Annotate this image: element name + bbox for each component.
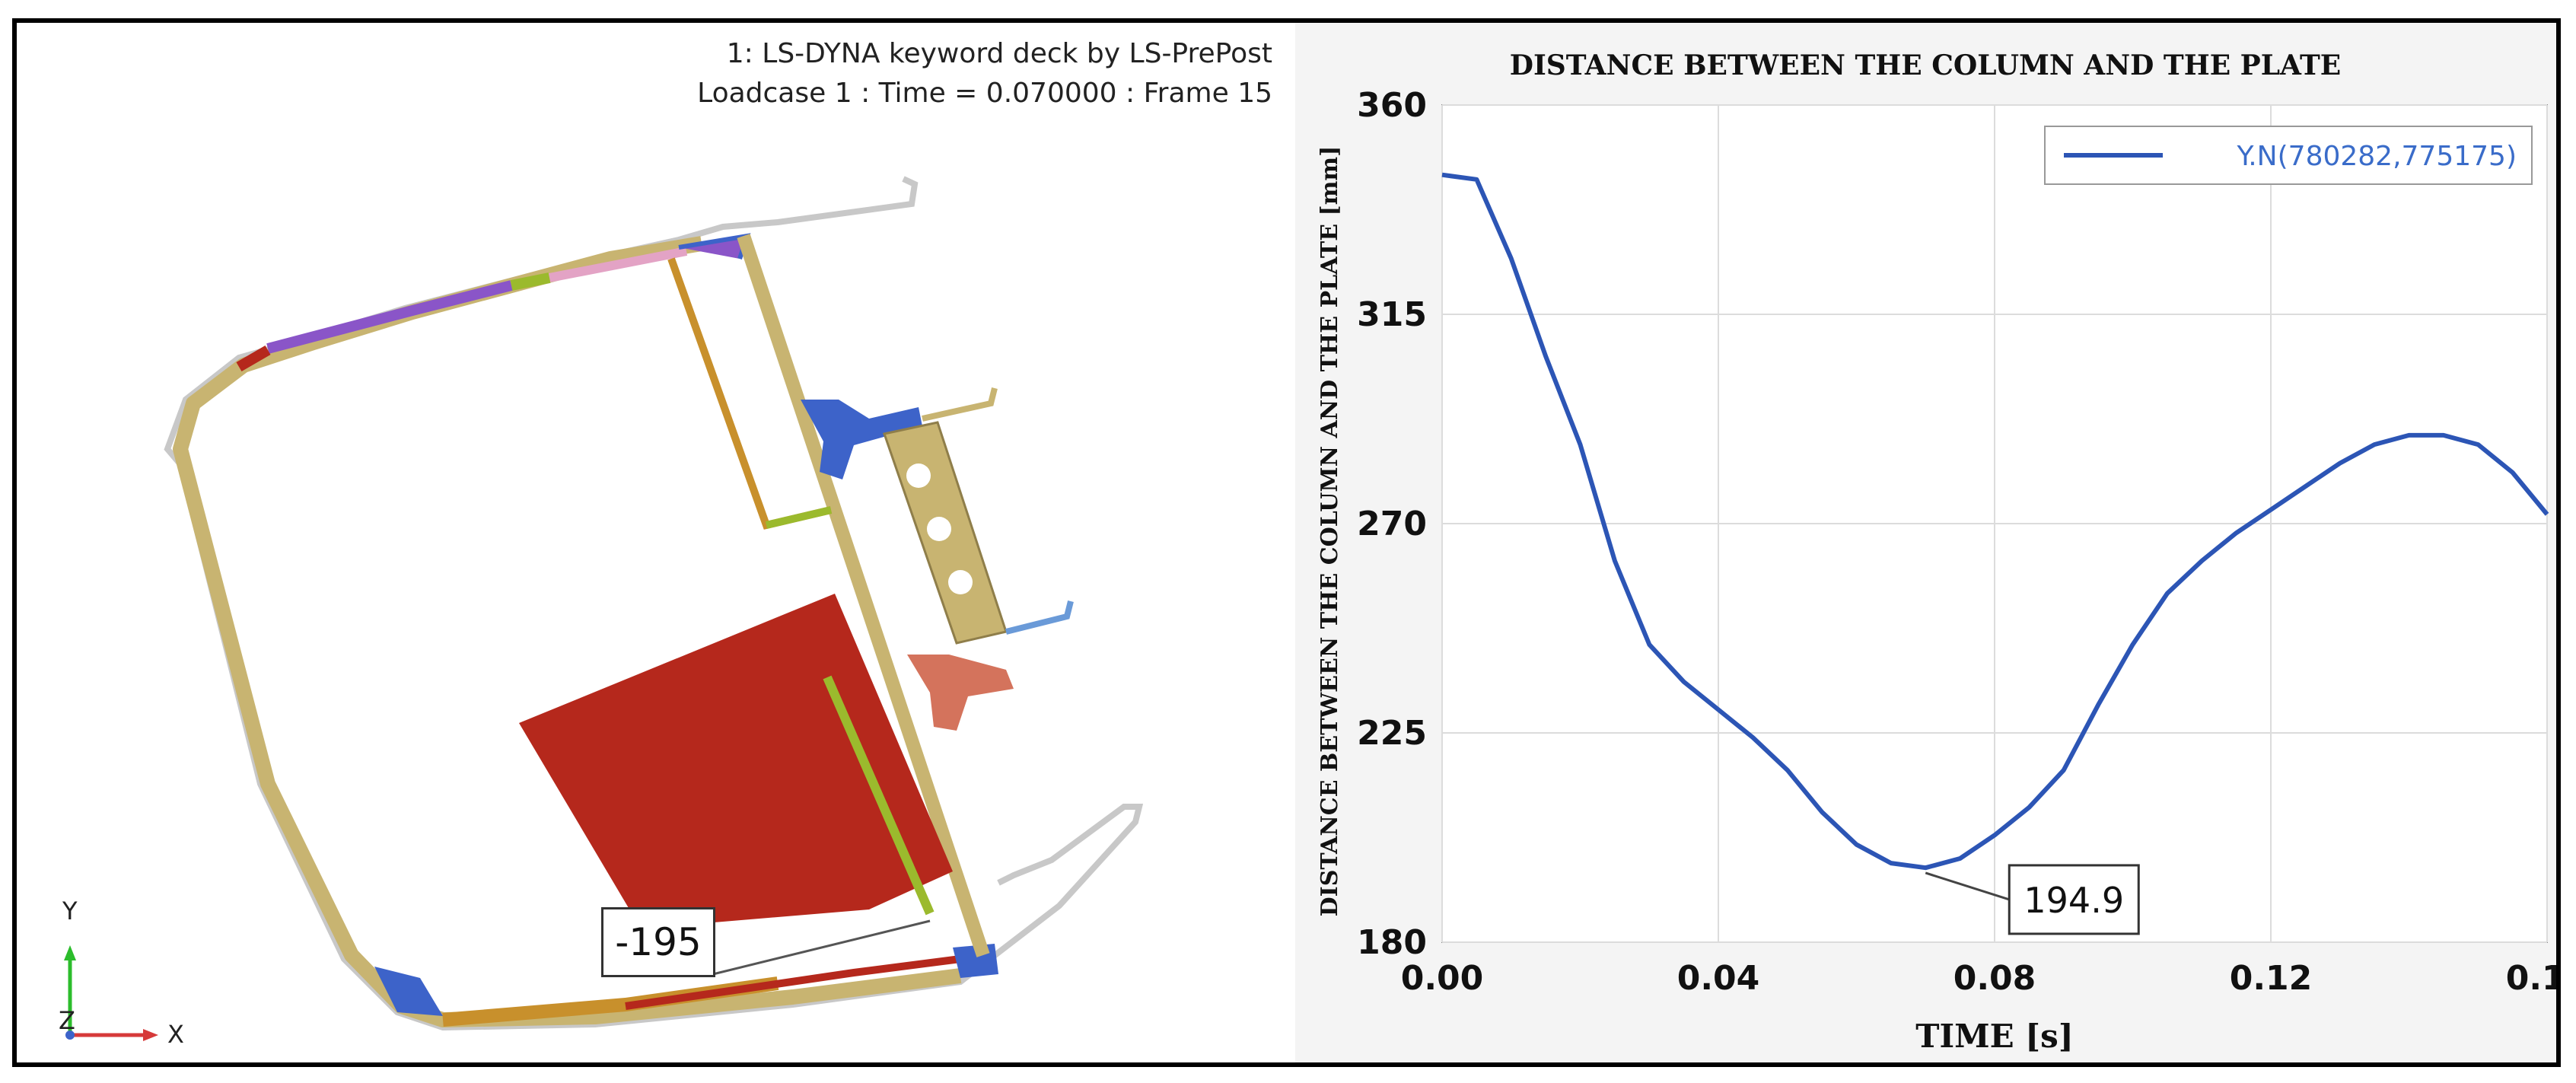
series-line (1441, 172, 2549, 871)
triad-y-label: Y (62, 897, 78, 925)
green-rod (823, 675, 935, 916)
axis-triad (64, 945, 158, 1041)
vertical-column (737, 234, 990, 957)
x-tick-label: 0.16 (2506, 959, 2556, 998)
beam-purple-segment (266, 280, 513, 354)
x-tick-label: 0.08 (1953, 959, 2036, 998)
loadcase-info: Loadcase 1 : Time = 0.070000 : Frame 15 (697, 78, 1272, 109)
deck-title: 1: LS-DYNA keyword deck by LS-PrePost (726, 38, 1272, 69)
side-bracket-upper (922, 387, 998, 422)
x-tick-label: 0.12 (2230, 959, 2313, 998)
lower-salmon-bracket (907, 655, 1014, 731)
legend-label: Y.N(780282,775175) (2237, 141, 2517, 172)
beam-pink-segment (548, 247, 688, 282)
tick-labels: 0.00 0.04 0.08 0.12 0.16 180 225 270 315 360 (1357, 86, 2556, 998)
chart-panel: DISTANCE BETWEEN THE COLUMN AND THE PLAT… (1295, 23, 2556, 1062)
legend: Y.N(780282,775175) (2044, 126, 2533, 185)
min-distance-callout: -195 (601, 907, 715, 977)
upper-blue-bracket (801, 400, 922, 479)
line-chart: DISTANCE BETWEEN THE COLUMN AND THE PLAT… (1317, 49, 2556, 1055)
green-bracket-foot (765, 506, 833, 529)
x-axis-label: TIME [s] (1915, 1018, 2073, 1055)
beam-green-segment (510, 272, 551, 291)
annotation-label: 194.9 (2024, 880, 2124, 921)
y-tick-label: 225 (1357, 714, 1427, 753)
y-tick-label: 315 (1357, 295, 1427, 334)
beam-red-segment (236, 345, 271, 372)
figure-frame: 1: LS-DYNA keyword deck by LS-PrePost Lo… (12, 18, 2561, 1067)
y-axis-label: DISTANCE BETWEEN THE COLUMN AND THE PLAT… (1317, 146, 1343, 917)
grid (1441, 104, 2548, 943)
annotation-leader (1925, 871, 2010, 901)
y-tick-label: 180 (1357, 923, 1427, 962)
y-tick-label: 360 (1357, 86, 1427, 125)
callout-leader (712, 919, 931, 976)
x-tick-label: 0.04 (1677, 959, 1760, 998)
model-drawing: Y Z X (59, 176, 1144, 1049)
chart-title: DISTANCE BETWEEN THE COLUMN AND THE PLAT… (1510, 49, 2342, 81)
annotation-layer: 194.9 (1925, 864, 2140, 935)
annotation-box (2008, 864, 2140, 935)
x-tick-label: 0.00 (1401, 959, 1484, 998)
orange-bracket (667, 257, 833, 530)
red-plate (519, 594, 953, 929)
bottom-blue-corner (374, 967, 443, 1016)
plate-hole (927, 517, 951, 541)
plate-hole (948, 570, 973, 594)
plate-hole (906, 463, 931, 488)
y-tick-label: 270 (1357, 505, 1427, 543)
series-layer (1441, 172, 2549, 871)
bottom-red-beam (625, 955, 961, 1010)
triad-z-label: Z (59, 1006, 75, 1035)
triad-x-label: X (167, 1020, 184, 1049)
model-view-panel: 1: LS-DYNA keyword deck by LS-PrePost Lo… (17, 23, 1295, 1062)
side-bracket-lower (1005, 600, 1074, 635)
